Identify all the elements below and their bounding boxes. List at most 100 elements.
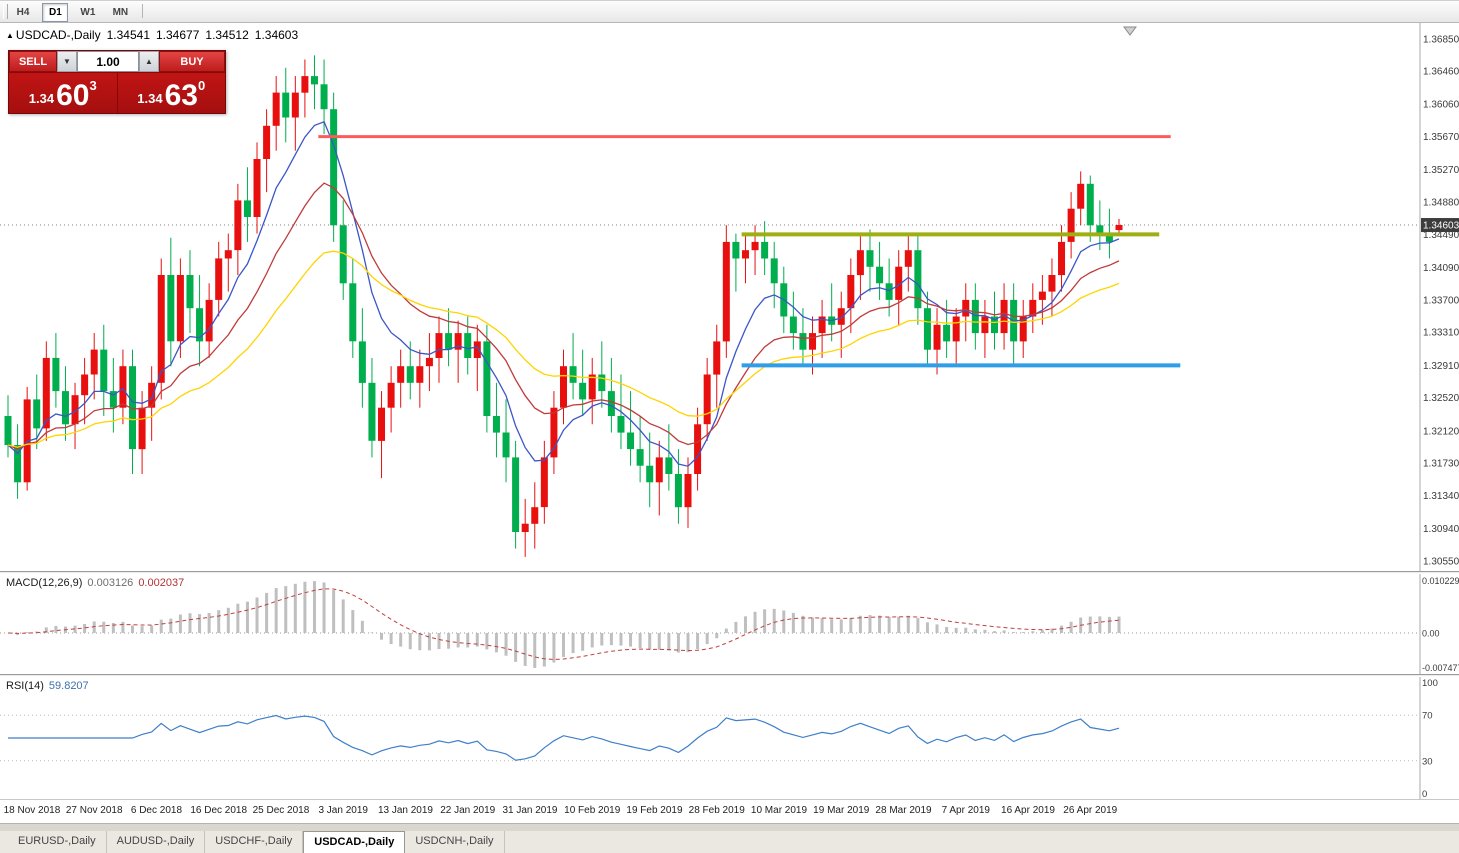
candle[interactable] xyxy=(301,59,309,118)
candle[interactable] xyxy=(971,283,979,350)
candle[interactable] xyxy=(358,308,366,408)
candle[interactable] xyxy=(425,333,433,392)
candle[interactable] xyxy=(148,366,156,441)
candle[interactable] xyxy=(1038,275,1046,325)
candle[interactable] xyxy=(310,55,318,110)
candle[interactable] xyxy=(818,299,826,358)
candle[interactable] xyxy=(224,233,232,292)
candle[interactable] xyxy=(703,357,711,441)
candle[interactable] xyxy=(1096,200,1104,251)
candle[interactable] xyxy=(732,233,740,292)
candle[interactable] xyxy=(52,333,60,408)
candle[interactable] xyxy=(981,299,989,358)
candle[interactable] xyxy=(569,333,577,400)
candle[interactable] xyxy=(646,432,654,508)
candle[interactable] xyxy=(100,324,108,416)
candle[interactable] xyxy=(990,291,998,350)
candle[interactable] xyxy=(521,498,529,557)
candle[interactable] xyxy=(1086,175,1094,242)
chart-shift-marker-icon[interactable] xyxy=(1123,26,1137,36)
buy-button[interactable]: BUY xyxy=(159,51,225,72)
tab-usdcad-daily[interactable]: USDCAD-,Daily xyxy=(303,831,406,853)
candle[interactable] xyxy=(962,283,970,342)
candle[interactable] xyxy=(416,349,424,408)
candle[interactable] xyxy=(1115,218,1123,233)
candle[interactable] xyxy=(1067,192,1075,259)
candle[interactable] xyxy=(914,233,922,325)
candle[interactable] xyxy=(560,349,567,425)
bid-price-tile[interactable]: 1.34 60 3 xyxy=(9,73,117,113)
candle[interactable] xyxy=(856,233,864,300)
candle[interactable] xyxy=(1019,299,1027,358)
candle[interactable] xyxy=(1029,283,1037,334)
period-button-d1[interactable]: D1 xyxy=(42,3,69,22)
candle[interactable] xyxy=(607,357,615,433)
candle[interactable] xyxy=(847,258,855,334)
candle[interactable] xyxy=(540,440,548,524)
candle[interactable] xyxy=(215,241,223,317)
panel-separator[interactable] xyxy=(0,674,1459,677)
candle[interactable] xyxy=(368,357,376,458)
period-button-mn[interactable]: MN xyxy=(112,7,129,18)
candle[interactable] xyxy=(406,341,414,400)
candle[interactable] xyxy=(904,233,912,292)
price-axis-labels[interactable]: 1.36850 1.36460 1.36060 1.35670 1.35270 1.348… xyxy=(1423,34,1459,567)
rsi-indicator-chart[interactable]: 100 70 30 0 xyxy=(0,677,1459,800)
candle[interactable] xyxy=(205,283,213,358)
candle[interactable] xyxy=(42,341,50,441)
candle[interactable] xyxy=(665,424,673,491)
candle[interactable] xyxy=(741,233,749,284)
candle[interactable] xyxy=(713,324,721,408)
candle[interactable] xyxy=(138,391,146,475)
candle[interactable] xyxy=(23,386,31,491)
candle[interactable] xyxy=(579,349,587,416)
tab-usdchf-daily[interactable]: USDCHF-,Daily xyxy=(205,831,304,853)
candle[interactable] xyxy=(952,308,960,367)
date-axis[interactable]: 18 Nov 2018 27 Nov 2018 6 Dec 2018 16 Dec 2… xyxy=(0,799,1459,823)
candle[interactable] xyxy=(674,449,682,524)
candle[interactable] xyxy=(588,357,596,425)
candle[interactable] xyxy=(119,349,127,425)
candle[interactable] xyxy=(492,382,500,458)
candle[interactable] xyxy=(61,366,69,441)
ma-line-17[interactable] xyxy=(7,182,1120,450)
candle[interactable] xyxy=(684,457,692,528)
ma-line-8[interactable] xyxy=(7,120,1120,467)
candle[interactable] xyxy=(876,241,884,300)
candle[interactable] xyxy=(502,399,510,483)
candle[interactable] xyxy=(895,250,903,325)
candle[interactable] xyxy=(243,167,251,242)
candle[interactable] xyxy=(157,258,165,400)
candle[interactable] xyxy=(1010,283,1018,367)
candle[interactable] xyxy=(397,349,405,408)
candle[interactable] xyxy=(4,395,12,458)
tab-eurusd-daily[interactable]: EURUSD-,Daily xyxy=(8,831,107,853)
candle[interactable] xyxy=(253,142,261,234)
candle[interactable] xyxy=(828,283,836,342)
candle[interactable] xyxy=(282,67,290,143)
main-price-chart[interactable]: 1.36850 1.36460 1.36060 1.35670 1.35270 1.348… xyxy=(0,23,1459,571)
candle[interactable] xyxy=(512,440,520,549)
candle[interactable] xyxy=(694,407,702,491)
candle[interactable] xyxy=(71,382,79,450)
candle[interactable] xyxy=(445,308,453,367)
candle[interactable] xyxy=(339,200,347,300)
candle[interactable] xyxy=(196,275,204,367)
sell-button[interactable]: SELL xyxy=(9,51,57,72)
candle[interactable] xyxy=(176,258,184,358)
candle[interactable] xyxy=(90,333,98,400)
panel-separator[interactable] xyxy=(0,571,1459,574)
lot-increase-button[interactable]: ▲ xyxy=(139,51,159,72)
candle[interactable] xyxy=(761,221,769,276)
candle[interactable] xyxy=(837,291,845,358)
candle[interactable] xyxy=(531,482,539,549)
candle[interactable] xyxy=(598,341,606,408)
candle[interactable] xyxy=(1077,171,1085,226)
candle[interactable] xyxy=(473,324,481,392)
candle[interactable] xyxy=(770,241,778,309)
candle[interactable] xyxy=(655,440,663,516)
candle[interactable] xyxy=(454,320,462,383)
candle[interactable] xyxy=(291,76,299,151)
period-button-w1[interactable]: W1 xyxy=(80,7,96,18)
ask-price-tile[interactable]: 1.34 63 0 xyxy=(116,73,225,113)
